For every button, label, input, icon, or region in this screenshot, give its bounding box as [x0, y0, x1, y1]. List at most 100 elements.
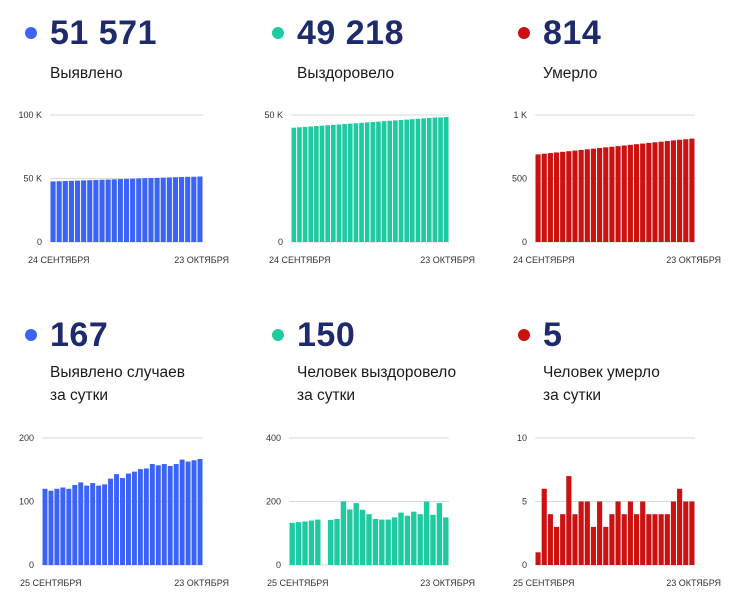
- bar: [415, 118, 421, 242]
- bar: [615, 501, 621, 565]
- y-tick-label: 50 K: [23, 174, 42, 184]
- bar: [547, 514, 553, 565]
- y-tick-label: 400: [266, 433, 281, 443]
- bar: [597, 148, 603, 242]
- bar: [590, 526, 597, 565]
- bar: [417, 514, 423, 565]
- y-tick-label: 200: [19, 433, 34, 443]
- bar: [615, 146, 621, 242]
- y-tick-label: 200: [266, 497, 281, 507]
- bar: [137, 469, 143, 565]
- bar: [315, 519, 321, 565]
- panel-total-cases: 51 571 Выявлено: [25, 8, 255, 298]
- bar: [438, 117, 443, 242]
- bar: [114, 474, 120, 565]
- bar: [410, 119, 415, 242]
- x-end-label: 23 ОКТЯБРЯ: [420, 578, 475, 588]
- red-dot-icon: [518, 329, 530, 341]
- y-tick-label: 5: [522, 497, 527, 507]
- y-tick-label: 0: [29, 560, 34, 570]
- bar: [609, 146, 615, 242]
- bar: [376, 121, 381, 242]
- bar: [136, 178, 142, 242]
- bar: [302, 521, 308, 565]
- y-tick-label: 0: [522, 560, 527, 570]
- bar: [683, 501, 689, 565]
- green-dot-icon: [272, 329, 284, 341]
- bar: [125, 473, 131, 565]
- bar: [366, 514, 372, 565]
- bar: [566, 476, 572, 565]
- daily-recovered-value: 150: [297, 316, 356, 354]
- bar: [385, 519, 391, 565]
- bar: [130, 178, 136, 242]
- total-deaths-label: Умерло: [543, 65, 598, 82]
- daily-recovered-label-line2: за сутки: [297, 387, 356, 404]
- bar: [640, 143, 646, 242]
- y-tick-label: 0: [278, 237, 283, 247]
- panel-total-deaths: 814 Умерло: [518, 8, 748, 298]
- bar: [319, 125, 325, 242]
- bar: [578, 501, 584, 565]
- bar: [99, 179, 105, 242]
- bar: [597, 501, 603, 565]
- y-tick-label: 1 K: [513, 110, 527, 120]
- bar: [535, 154, 541, 242]
- panel-total-recovered: 49 218 Выздоровело: [272, 8, 502, 298]
- bar: [547, 153, 553, 242]
- x-start-label: 24 СЕНТЯБРЯ: [513, 255, 575, 265]
- x-start-label: 25 СЕНТЯБРЯ: [513, 578, 575, 588]
- bar: [404, 515, 411, 565]
- bar: [683, 139, 689, 242]
- bar: [572, 514, 578, 565]
- bar: [609, 514, 615, 565]
- bar: [370, 122, 376, 242]
- daily-deaths-label-line2: за сутки: [543, 387, 602, 404]
- total-cases-value: 51 571: [50, 14, 157, 52]
- bar: [123, 178, 130, 242]
- bar: [535, 552, 541, 565]
- x-end-label: 23 ОКТЯБРЯ: [666, 578, 721, 588]
- bar: [404, 119, 409, 242]
- bar: [289, 522, 295, 565]
- y-tick-label: 0: [522, 237, 527, 247]
- bar: [566, 151, 572, 242]
- total-cases-label: Выявлено: [50, 65, 123, 82]
- x-start-label: 25 СЕНТЯБРЯ: [20, 578, 82, 588]
- bar: [102, 484, 108, 565]
- bar: [172, 177, 179, 242]
- bar: [96, 485, 102, 566]
- bar: [426, 117, 432, 242]
- bar: [167, 465, 173, 565]
- bar: [603, 147, 609, 242]
- bar: [603, 526, 609, 565]
- panel-daily-deaths: 5 Человек умерло за сутки: [518, 310, 748, 600]
- bar: [78, 482, 84, 565]
- bar: [340, 501, 347, 565]
- bar: [297, 127, 302, 242]
- bar: [66, 488, 72, 565]
- y-tick-label: 0: [37, 237, 42, 247]
- x-start-label: 25 СЕНТЯБРЯ: [267, 578, 329, 588]
- bar: [553, 152, 560, 242]
- bar: [584, 149, 590, 242]
- bar: [117, 179, 123, 242]
- bar: [93, 179, 99, 242]
- bar: [652, 514, 658, 565]
- bar: [56, 181, 62, 242]
- bar: [302, 126, 308, 242]
- bar: [627, 501, 633, 565]
- bar: [359, 509, 366, 565]
- bar: [173, 464, 179, 565]
- y-tick-label: 10: [517, 433, 527, 443]
- bar: [421, 118, 426, 242]
- bar: [633, 144, 640, 242]
- x-end-label: 23 ОКТЯБРЯ: [174, 578, 229, 588]
- bar: [291, 127, 297, 242]
- bar: [560, 514, 566, 565]
- x-start-label: 24 СЕНТЯБРЯ: [28, 255, 90, 265]
- bar: [646, 142, 652, 242]
- bar: [393, 120, 398, 242]
